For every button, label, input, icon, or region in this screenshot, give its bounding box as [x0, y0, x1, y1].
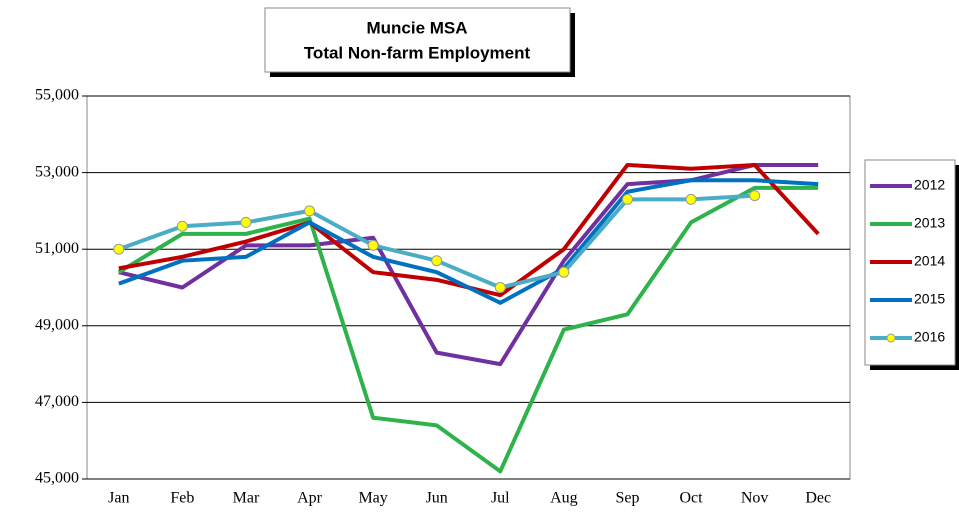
legend-label: 2016 — [914, 329, 945, 345]
point-marker — [685, 193, 697, 205]
point-marker — [558, 266, 570, 278]
chart-title: Muncie MSA — [366, 18, 467, 37]
legend-marker — [886, 333, 896, 343]
x-tick-label: May — [358, 490, 387, 507]
y-tick-label: 51,000 — [35, 240, 79, 257]
point-marker — [494, 282, 506, 293]
point-marker — [176, 220, 188, 232]
y-tick-label: 53,000 — [35, 163, 79, 180]
x-tick-label: Dec — [805, 490, 831, 507]
x-tick-label: Apr — [297, 490, 323, 507]
point-marker — [113, 243, 125, 255]
legend-label: 2014 — [914, 253, 945, 269]
y-tick-label: 49,000 — [35, 316, 79, 333]
x-tick-label: Nov — [741, 490, 769, 507]
point-marker — [240, 216, 252, 228]
x-tick-label: Jul — [491, 490, 510, 507]
series-line — [118, 162, 819, 367]
series-line — [118, 178, 819, 305]
y-tick-label: 55,000 — [35, 87, 79, 104]
legend-label: 2012 — [914, 177, 945, 193]
legend-label: 2013 — [914, 215, 945, 231]
y-tick-label: 45,000 — [35, 470, 79, 487]
x-tick-label: Oct — [679, 490, 703, 507]
legend-label: 2015 — [914, 291, 945, 307]
x-tick-label: Sep — [615, 490, 639, 507]
series-line — [117, 185, 819, 474]
chart-subtitle: Total Non-farm Employment — [304, 43, 531, 62]
y-tick-label: 47,000 — [35, 393, 79, 410]
point-marker — [304, 205, 316, 217]
point-marker — [367, 239, 379, 251]
title-box — [264, 7, 571, 73]
x-tick-label: Feb — [170, 490, 194, 507]
point-marker — [431, 255, 443, 267]
point-marker — [749, 190, 761, 202]
x-tick-label: Jan — [108, 490, 129, 507]
x-tick-label: Mar — [233, 490, 260, 507]
point-marker — [621, 193, 633, 205]
x-tick-label: Aug — [550, 490, 578, 507]
x-tick-label: Jun — [426, 490, 448, 507]
